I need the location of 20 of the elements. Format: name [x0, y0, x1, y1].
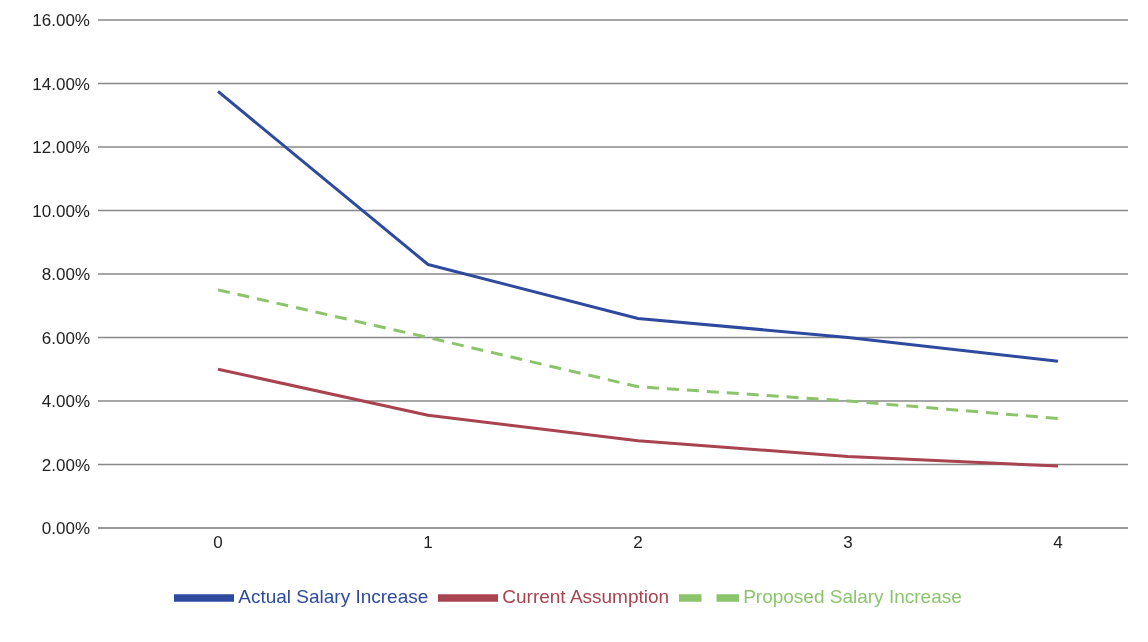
x-tick-label: 2 [633, 533, 643, 553]
y-tick-label: 10.00% [32, 201, 90, 221]
y-tick-label: 12.00% [32, 138, 90, 158]
y-tick-label: 0.00% [41, 519, 90, 539]
x-tick-label: 4 [1053, 533, 1063, 553]
y-tick-label: 4.00% [41, 392, 90, 412]
y-tick-label: 14.00% [32, 74, 90, 94]
legend-label: Proposed Salary Increase [743, 586, 962, 608]
legend-label: Current Assumption [502, 586, 670, 608]
y-tick-label: 2.00% [41, 455, 90, 475]
x-tick-label: 1 [423, 533, 433, 553]
x-tick-label: 0 [213, 533, 223, 553]
legend-label: Actual Salary Increase [238, 586, 429, 608]
y-tick-label: 6.00% [41, 328, 90, 348]
y-tick-label: 8.00% [41, 265, 90, 285]
line-series [216, 89, 1060, 363]
line-series [216, 367, 1060, 468]
line-series [216, 288, 1060, 420]
y-tick-label: 16.00% [32, 11, 90, 31]
x-tick-label: 3 [843, 533, 853, 553]
